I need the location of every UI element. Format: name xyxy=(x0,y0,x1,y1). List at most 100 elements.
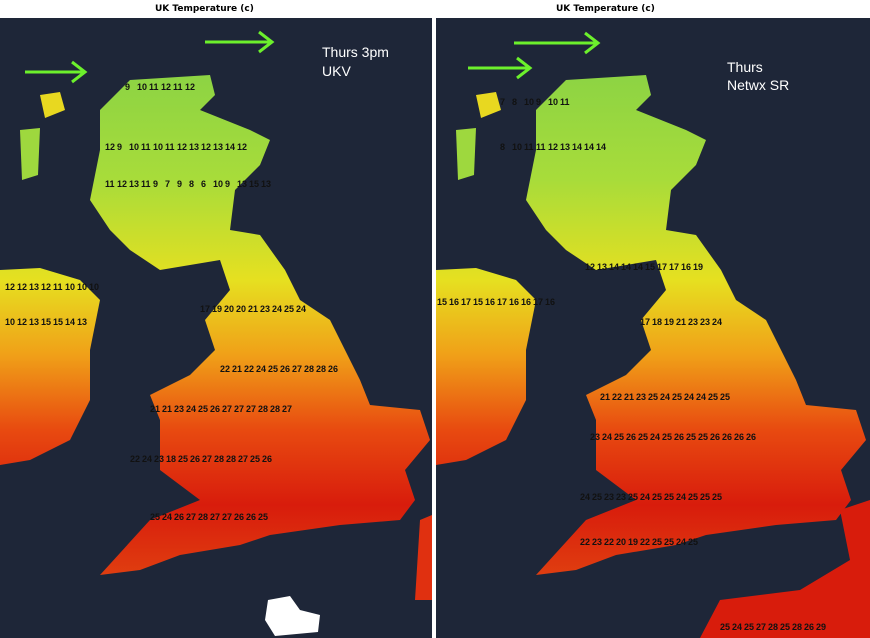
temperature-value: 12 xyxy=(548,142,558,152)
temperature-value: 10 xyxy=(153,142,163,152)
temperature-value: 17 xyxy=(461,297,471,307)
divider xyxy=(432,0,436,638)
temperature-value: 27 xyxy=(238,454,248,464)
temperature-value: 12 xyxy=(237,142,247,152)
panel-label: Netwx SR xyxy=(727,77,789,93)
temperature-value: 21 xyxy=(676,317,686,327)
arrow xyxy=(468,56,533,80)
temperature-value: 26 xyxy=(710,432,720,442)
temperature-value: 14 xyxy=(572,142,582,152)
temperature-value: 25 xyxy=(638,432,648,442)
land xyxy=(265,596,320,636)
temperature-value: 23 xyxy=(592,537,602,547)
temperature-value: 25 xyxy=(720,392,730,402)
temperature-value: 25 xyxy=(198,404,208,414)
temperature-value: 23 xyxy=(154,454,164,464)
temperature-value: 8 xyxy=(189,179,194,189)
temperature-value: 17 xyxy=(533,297,543,307)
temperature-value: 13 xyxy=(597,262,607,272)
temperature-value: 23 xyxy=(700,317,710,327)
temperature-value: 22 xyxy=(244,364,254,374)
temperature-value: 14 xyxy=(65,317,75,327)
temperature-value: 27 xyxy=(222,512,232,522)
temperature-value: 28 xyxy=(270,404,280,414)
panel-title: UK Temperature (c) xyxy=(556,4,655,14)
temperature-value: 21 xyxy=(150,404,160,414)
panel-label: Thurs xyxy=(727,59,763,75)
temperature-value: 25 xyxy=(258,512,268,522)
temperature-value: 28 xyxy=(768,622,778,632)
temperature-value: 24 xyxy=(712,317,722,327)
temperature-value: 15 xyxy=(473,297,483,307)
temperature-value: 22 xyxy=(612,392,622,402)
temperature-value: 26 xyxy=(626,432,636,442)
temperature-value: 13 xyxy=(129,179,139,189)
temperature-value: 27 xyxy=(202,454,212,464)
temperature-value: 23 xyxy=(636,392,646,402)
temperature-value: 11 xyxy=(173,82,183,92)
temperature-value: 28 xyxy=(226,454,236,464)
temperature-value: 19 xyxy=(212,304,222,314)
temperature-value: 13 xyxy=(237,179,247,189)
temperature-value: 12 xyxy=(201,142,211,152)
temperature-value: 12 xyxy=(41,282,51,292)
temperature-value: 9 xyxy=(125,82,130,92)
temperature-value: 23 xyxy=(688,317,698,327)
wind-arrows xyxy=(468,31,601,80)
temperature-value: 26 xyxy=(210,404,220,414)
temperature-value: 20 xyxy=(616,537,626,547)
temperature-value: 26 xyxy=(174,512,184,522)
temperature-value: 10 xyxy=(5,317,15,327)
temperature-value: 10 xyxy=(512,142,522,152)
panel-label: UKV xyxy=(322,63,351,79)
temperature-value: 24 xyxy=(660,392,670,402)
temperature-value: 16 xyxy=(509,297,519,307)
temperature-value: 26 xyxy=(280,364,290,374)
temperature-value: 9 xyxy=(117,142,122,152)
temperature-value: 24 xyxy=(732,622,742,632)
temperature-value: 16 xyxy=(521,297,531,307)
temperature-value: 26 xyxy=(674,432,684,442)
temperature-value: 11 xyxy=(105,179,115,189)
temperature-value: 19 xyxy=(628,537,638,547)
temperature-value: 21 xyxy=(624,392,634,402)
temperature-value: 9 xyxy=(536,97,541,107)
temperature-value: 25 xyxy=(708,392,718,402)
panel-title: UK Temperature (c) xyxy=(155,4,254,14)
temperature-value: 10 xyxy=(89,282,99,292)
temperature-value: 8 xyxy=(500,142,505,152)
temperature-value: 15 xyxy=(53,317,63,327)
temperature-value: 21 xyxy=(248,304,258,314)
temperature-value: 10 xyxy=(129,142,139,152)
temperature-value: 25 xyxy=(698,432,708,442)
temperature-value: 16 xyxy=(681,262,691,272)
temperature-value: 25 xyxy=(268,364,278,374)
temperature-value: 28 xyxy=(214,454,224,464)
temperature-value: 27 xyxy=(282,404,292,414)
temperature-value: 28 xyxy=(198,512,208,522)
temperature-value: 13 xyxy=(29,282,39,292)
land xyxy=(415,515,432,600)
temperature-value: 24 xyxy=(296,304,306,314)
temperature-value: 12 xyxy=(117,179,127,189)
temperature-value: 17 xyxy=(669,262,679,272)
temperature-value: 26 xyxy=(746,432,756,442)
temperature-value: 26 xyxy=(804,622,814,632)
temperature-value: 24 xyxy=(602,432,612,442)
temperature-value: 25 xyxy=(648,392,658,402)
temperature-value: 17 xyxy=(640,317,650,327)
temperature-value: 23 xyxy=(174,404,184,414)
temperature-value: 18 xyxy=(652,317,662,327)
arrow xyxy=(514,31,601,55)
temperature-value: 11 xyxy=(53,282,63,292)
temperature-value: 22 xyxy=(604,537,614,547)
temperature-value: 25 xyxy=(250,454,260,464)
temperature-value: 13 xyxy=(29,317,39,327)
temperature-value: 12 xyxy=(585,262,595,272)
temperature-value: 25 xyxy=(662,432,672,442)
temperature-value: 24 xyxy=(580,492,590,502)
temperature-value: 25 xyxy=(688,537,698,547)
temperature-value: 14 xyxy=(225,142,235,152)
temperature-value: 11 xyxy=(141,142,151,152)
